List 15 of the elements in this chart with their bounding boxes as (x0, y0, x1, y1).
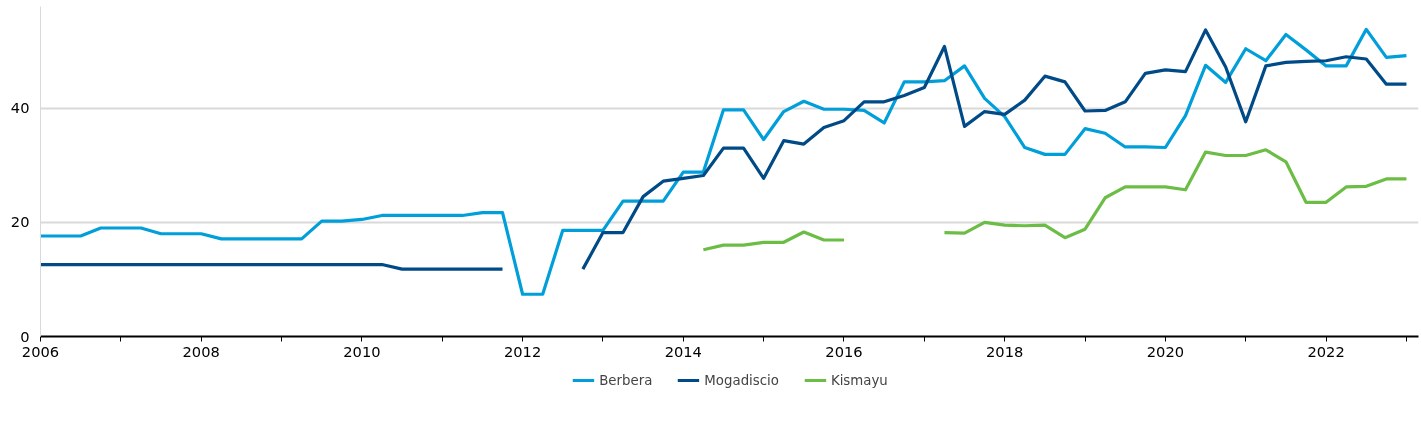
x-tick-label: 2008 (182, 342, 220, 360)
y-tick-label: 20 (10, 213, 30, 231)
x-tick-label: 2012 (503, 342, 542, 360)
x-tick-label: 2016 (825, 342, 863, 360)
x-tick-label: 2010 (343, 342, 381, 360)
legend-label: Kismayu (830, 372, 888, 388)
x-tick-label: 2006 (21, 342, 60, 360)
x-tick-label: 2020 (1146, 342, 1185, 360)
x-tick-label: 2014 (664, 342, 702, 360)
legend-label: Mogadiscio (704, 372, 779, 388)
x-tick-label: 2022 (1307, 342, 1345, 360)
legend-label: Berbera (599, 372, 653, 388)
x-tick-label: 2018 (986, 342, 1024, 360)
y-tick-label: 40 (10, 99, 30, 117)
y-tick-label: 0 (20, 327, 30, 345)
